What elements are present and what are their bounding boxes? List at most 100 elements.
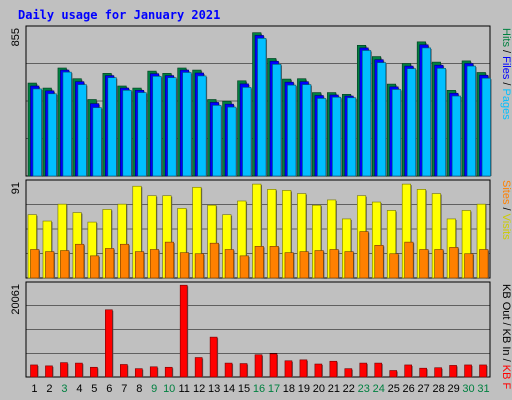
day-label-1: 1 (31, 383, 37, 395)
bar-kb-f-day-25-body (389, 370, 398, 378)
bar-sites-day-17 (269, 246, 280, 279)
bar-sites-day-3-body (60, 250, 70, 279)
bar-sites-day-27-body (419, 249, 429, 279)
day-label-11: 11 (178, 383, 189, 395)
bar-kb-f-day-27-body (419, 367, 427, 378)
legend-kb-out: KB Out (500, 284, 512, 319)
bar-pages-day-25-body (391, 89, 402, 177)
bar-kb-f-day-13 (209, 336, 219, 378)
day-label-18: 18 (283, 383, 295, 395)
day-label-10: 10 (163, 383, 175, 395)
bar-pages-day-6-body (107, 77, 117, 177)
bar-kb-f-day-1-body (30, 364, 38, 378)
legend-pages: Pages (500, 85, 512, 120)
bar-pages-day-10-body (167, 77, 177, 177)
day-label-15: 15 (238, 383, 250, 395)
pages-files-hits-panel: 855 Hits / Files / Pages (10, 25, 512, 177)
day-label-13: 13 (208, 383, 220, 395)
bar-kb-f-day-13-body (209, 336, 218, 378)
bar-sites-day-15 (239, 255, 250, 279)
legend-separator: / (500, 356, 512, 363)
bar-sites-day-18 (284, 252, 295, 279)
bar-kb-f-day-29 (449, 365, 458, 378)
bar-pages-day-19 (302, 84, 312, 177)
bar-kb-f-day-3 (60, 362, 69, 378)
bar-sites-day-2 (45, 251, 55, 279)
bar-pages-day-22-body (347, 97, 357, 177)
bar-kb-f-day-9 (149, 366, 159, 378)
day-label-31: 31 (477, 383, 489, 395)
legend-visits: Visits (500, 211, 512, 241)
bar-kb-f-day-26-body (404, 364, 412, 378)
bar-kb-f-day-4-body (75, 362, 83, 378)
bar-kb-f-day-20 (314, 363, 323, 378)
day-label-12: 12 (193, 383, 205, 395)
bar-pages-day-8 (137, 92, 148, 177)
bar-sites-day-16 (254, 246, 265, 279)
y-max-label: 855 (10, 28, 22, 46)
bar-kb-f-day-30 (464, 364, 473, 378)
bar-sites-day-7-body (120, 243, 130, 279)
side-legend: KB Out / KB In / KB F (500, 284, 512, 389)
legend-hits: Hits (500, 28, 512, 47)
bar-kb-f-day-14 (224, 362, 234, 378)
bar-pages-day-13 (212, 105, 223, 177)
bar-pages-day-4 (77, 84, 88, 177)
bar-pages-day-12-body (197, 75, 207, 177)
bar-sites-day-12-body (194, 253, 204, 279)
bar-pages-day-30-body (466, 65, 476, 177)
bar-sites-day-19 (299, 251, 310, 279)
day-label-7: 7 (121, 383, 127, 395)
legend-kb-f: KB F (500, 362, 512, 390)
bar-sites-day-26 (404, 241, 415, 279)
day-label-2: 2 (46, 383, 52, 395)
bar-sites-day-28 (434, 249, 445, 279)
bar-sites-day-13-body (209, 242, 219, 279)
bar-pages-day-31-body (481, 77, 491, 177)
bar-sites-day-6 (105, 248, 115, 279)
bar-kb-f-day-30-body (464, 364, 472, 378)
bar-pages-day-9-body (152, 75, 162, 177)
bar-pages-day-5 (92, 107, 103, 177)
bar-sites-day-26-body (404, 241, 414, 279)
bar-sites-day-1-body (30, 249, 40, 279)
bar-kb-f-day-28 (434, 367, 443, 378)
visits-sites-panel: 91 Sites / Visits (10, 179, 512, 279)
bar-sites-day-11-body (179, 252, 189, 279)
bar-sites-day-14 (224, 249, 235, 279)
bar-pages-day-29-body (451, 95, 461, 177)
bar-pages-day-7-body (122, 90, 132, 177)
bar-pages-day-21 (332, 96, 342, 177)
bar-pages-day-19-body (302, 84, 312, 177)
bar-kb-f-day-6 (105, 309, 114, 378)
bar-pages-day-31 (481, 77, 492, 177)
bar-kb-f-day-12 (194, 357, 204, 378)
bar-kb-f-day-20-body (314, 363, 323, 378)
bar-pages-day-2 (47, 93, 58, 177)
day-label-16: 16 (253, 383, 265, 395)
bar-pages-day-26-body (406, 68, 416, 177)
bar-sites-day-22-body (344, 251, 354, 279)
bar-pages-day-3-body (62, 71, 72, 177)
bar-kb-f-day-5 (90, 366, 99, 378)
bar-kb-f-day-6-body (105, 309, 113, 378)
bar-sites-day-12 (194, 253, 205, 279)
bar-kb-f-day-17-body (269, 353, 278, 378)
bar-pages-day-20-body (317, 98, 327, 177)
day-label-4: 4 (76, 383, 82, 395)
bar-kb-f-day-14-body (224, 362, 233, 378)
bar-sites-day-10-body (164, 241, 175, 279)
bar-sites-day-22 (344, 251, 355, 279)
legend-separator: / (500, 204, 512, 211)
bar-sites-day-6-body (105, 248, 115, 279)
side-legend: Sites / Visits (500, 180, 512, 240)
bar-sites-day-8 (134, 251, 145, 279)
bar-sites-day-9 (149, 249, 160, 279)
bar-kb-f-day-18-body (284, 360, 293, 378)
bar-sites-day-1 (30, 249, 40, 279)
bar-kb-f-day-18 (284, 360, 293, 378)
bar-pages-day-25 (391, 89, 402, 177)
bar-pages-day-24-body (376, 62, 387, 177)
bar-pages-day-28-body (436, 68, 446, 177)
bar-sites-day-4 (75, 243, 85, 279)
